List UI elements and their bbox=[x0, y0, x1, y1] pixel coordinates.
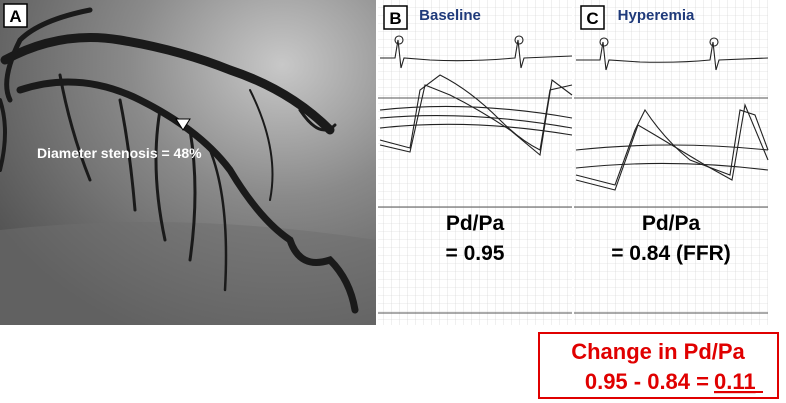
mean-trace bbox=[379, 105, 573, 119]
pressure-trace bbox=[379, 74, 573, 151]
shadow bbox=[0, 222, 376, 325]
summary-title: Change in Pd/Pa bbox=[571, 339, 745, 364]
pressure-panel-hyperemia: C Hyperemia Pd/Pa = 0.84 (FFR) bbox=[574, 0, 769, 325]
ecg-trace bbox=[576, 41, 769, 71]
ecg-marker bbox=[709, 37, 719, 47]
ecg-marker bbox=[514, 35, 524, 45]
metric-value: = 0.84 (FFR) bbox=[611, 242, 731, 265]
summary-equation: 0.95 - 0.84 = bbox=[585, 369, 709, 394]
mean-trace bbox=[379, 115, 573, 129]
vessels bbox=[0, 7, 359, 314]
summary-border bbox=[538, 332, 779, 399]
mean-trace bbox=[379, 123, 573, 136]
label-box bbox=[383, 5, 408, 30]
mean-trace bbox=[575, 144, 769, 151]
ecg-marker bbox=[599, 37, 609, 47]
angiogram-panel: Diameter stenosis = 48% A bbox=[0, 0, 376, 325]
pressure-trace bbox=[575, 103, 769, 191]
pressure-panel-baseline: B Baseline Pd/Pa = 0.95 bbox=[378, 0, 573, 325]
metric-label: Pd/Pa bbox=[642, 212, 701, 235]
panel-label: C bbox=[586, 9, 598, 28]
pressure-trace bbox=[575, 108, 769, 186]
summary-result: 0.11 bbox=[714, 369, 756, 394]
metric-label: Pd/Pa bbox=[446, 212, 505, 235]
mean-trace bbox=[575, 162, 769, 171]
summary-box: Change in Pd/Pa 0.95 - 0.84 = 0.11 bbox=[538, 332, 779, 399]
grid-paper bbox=[574, 0, 768, 325]
stenosis-arrow bbox=[175, 118, 191, 131]
pressure-trace bbox=[379, 79, 573, 157]
panel-title: Hyperemia bbox=[618, 7, 695, 24]
label-box bbox=[3, 3, 28, 28]
ecg-trace bbox=[380, 39, 573, 69]
label-box bbox=[580, 5, 605, 30]
metric-value: = 0.95 bbox=[446, 242, 505, 265]
ecg-marker bbox=[394, 35, 404, 45]
panel-label: A bbox=[9, 7, 21, 26]
grid-paper bbox=[378, 0, 572, 325]
panel-title: Baseline bbox=[419, 7, 481, 24]
panel-label: B bbox=[389, 9, 401, 28]
stenosis-annotation: Diameter stenosis = 48% bbox=[37, 145, 202, 161]
